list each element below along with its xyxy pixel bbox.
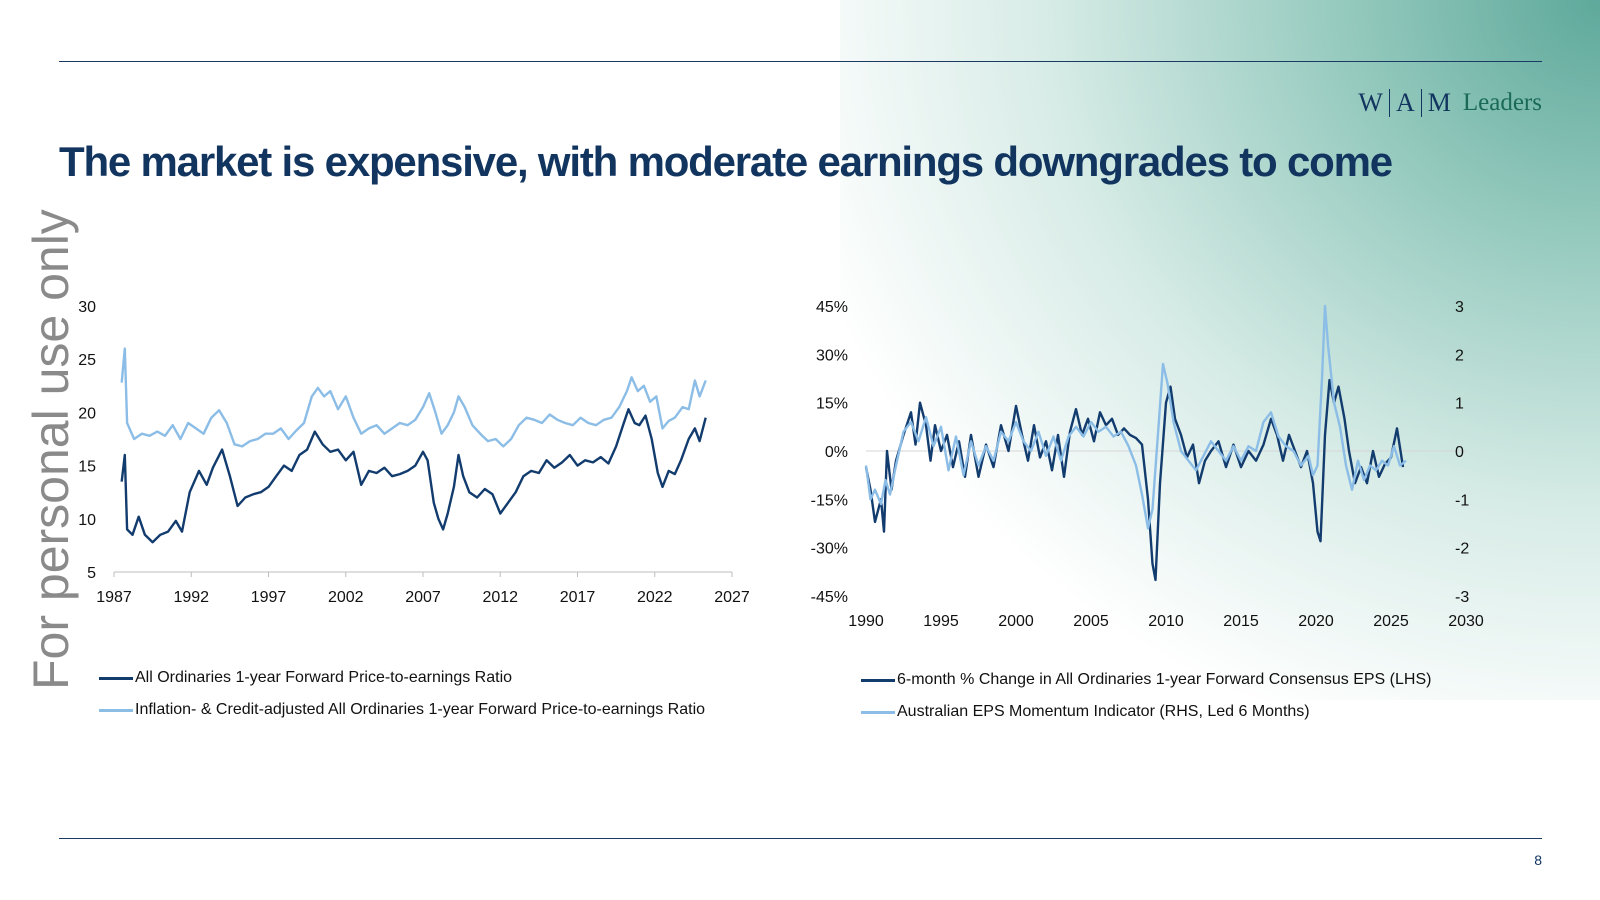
legend-label: Inflation- & Credit-adjusted All Ordinar… <box>135 701 706 718</box>
legend-label: Australian EPS Momentum Indicator (RHS, … <box>897 703 1310 720</box>
legend-swatch-dark <box>861 678 895 682</box>
x-tick-label: 2022 <box>637 589 673 606</box>
x-tick-label: 1987 <box>96 589 132 606</box>
background-gradient <box>840 0 1600 700</box>
x-tick-label: 2000 <box>998 613 1034 630</box>
x-tick-label: 1992 <box>173 589 209 606</box>
logo-w: W <box>1358 88 1383 117</box>
y-tick-label: 25 <box>78 352 96 369</box>
slide-title: The market is expensive, with moderate e… <box>59 138 1393 185</box>
y-left-tick-label: -45% <box>811 589 848 606</box>
y-left-tick-label: -30% <box>811 541 848 558</box>
y-left-tick-label: 0% <box>825 444 848 461</box>
wam-leaders-logo: W A M Leaders <box>1358 88 1542 118</box>
x-tick-label: 2015 <box>1223 613 1259 630</box>
y-right-tick-label: -2 <box>1455 541 1469 558</box>
y-right-tick-label: 2 <box>1455 347 1464 364</box>
y-right-tick-label: 0 <box>1455 444 1464 461</box>
x-tick-label: 2012 <box>482 589 518 606</box>
x-tick-label: 2007 <box>405 589 441 606</box>
y-right-tick-label: 3 <box>1455 299 1464 316</box>
x-tick-label: 1997 <box>251 589 287 606</box>
logo-separator <box>1420 89 1422 117</box>
logo-m: M <box>1427 88 1451 117</box>
eps-chart-legend: 6-month % Change in All Ordinaries 1-yea… <box>861 664 1431 728</box>
y-left-tick-label: -15% <box>811 492 848 509</box>
legend-item: Australian EPS Momentum Indicator (RHS, … <box>861 696 1431 728</box>
y-left-tick-label: 15% <box>816 396 848 413</box>
x-tick-label: 1995 <box>923 613 959 630</box>
series-line-eps-change <box>864 378 1405 582</box>
legend-label: 6-month % Change in All Ordinaries 1-yea… <box>897 671 1432 688</box>
logo-a: A <box>1395 88 1415 117</box>
series-line-adjusted-pe-ratio <box>120 347 707 448</box>
x-tick-label: 2002 <box>328 589 364 606</box>
x-tick-label: 2030 <box>1448 613 1484 630</box>
legend-swatch-light <box>861 710 895 714</box>
series-line-pe-ratio <box>120 408 707 544</box>
x-tick-label: 2025 <box>1373 613 1409 630</box>
top-divider <box>59 61 1542 62</box>
y-left-tick-label: 30% <box>816 347 848 364</box>
legend-label: All Ordinaries 1-year Forward Price-to-e… <box>135 669 513 686</box>
logo-leaders: Leaders <box>1462 89 1542 116</box>
logo-separator <box>1388 89 1390 117</box>
y-left-tick-label: 45% <box>816 299 848 316</box>
legend-item: 6-month % Change in All Ordinaries 1-yea… <box>861 664 1431 696</box>
y-tick-label: 20 <box>78 405 96 422</box>
x-tick-label: 2010 <box>1148 613 1184 630</box>
y-tick-label: 10 <box>78 512 96 529</box>
y-tick-label: 5 <box>87 565 96 582</box>
y-tick-label: 30 <box>78 299 96 316</box>
legend-swatch-dark <box>99 676 133 680</box>
x-tick-label: 1990 <box>848 613 884 630</box>
pe-chart-legend: All Ordinaries 1-year Forward Price-to-e… <box>99 662 705 726</box>
legend-item: Inflation- & Credit-adjusted All Ordinar… <box>99 694 705 726</box>
x-tick-label: 2020 <box>1298 613 1334 630</box>
y-right-tick-label: -1 <box>1455 492 1469 509</box>
x-tick-label: 2017 <box>560 589 596 606</box>
x-tick-label: 2027 <box>714 589 750 606</box>
legend-item: All Ordinaries 1-year Forward Price-to-e… <box>99 662 705 694</box>
x-tick-label: 2005 <box>1073 613 1109 630</box>
bottom-divider <box>59 838 1542 839</box>
pe-ratio-chart: 5 10 15 20 25 30 1987 1992 1997 2002 2007 2012 2017 2… <box>78 299 750 606</box>
y-right-tick-label: 1 <box>1455 396 1464 413</box>
y-right-tick-label: -3 <box>1455 589 1469 606</box>
eps-momentum-chart: -45% -30% -15% 0% 15% 30% 45% -3 -2 -1 0 1 2 3 1990 199… <box>811 299 1484 630</box>
y-tick-label: 15 <box>78 459 96 476</box>
page-number: 8 <box>1534 852 1542 868</box>
series-line-eps-momentum <box>864 304 1407 530</box>
legend-swatch-light <box>99 708 133 712</box>
